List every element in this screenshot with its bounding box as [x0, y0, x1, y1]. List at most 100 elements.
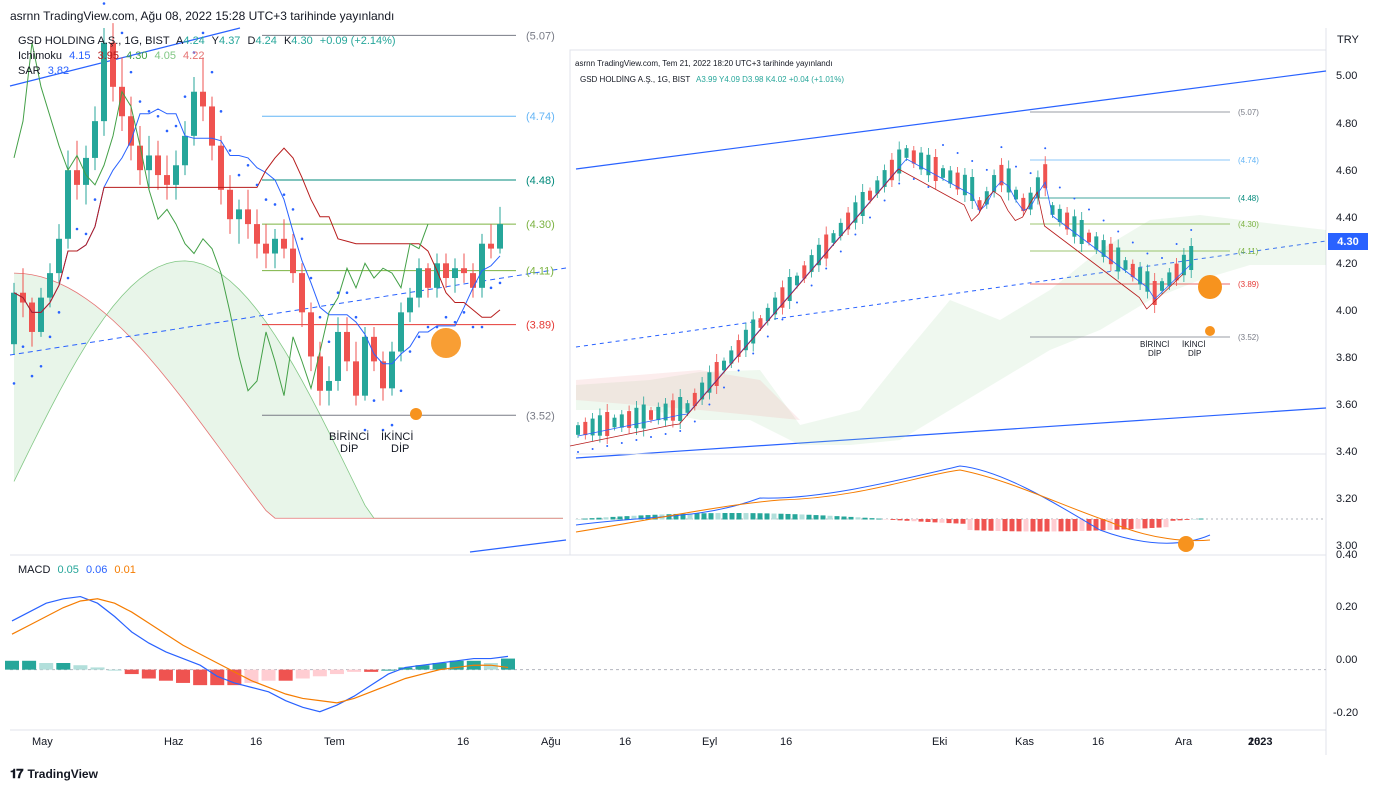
- time-tick-label: Tem: [324, 736, 345, 748]
- price-tick-label: 4.80: [1336, 118, 1358, 130]
- candle-body: [83, 157, 89, 185]
- candle-body: [263, 243, 269, 254]
- inset-candle: [1101, 240, 1106, 257]
- inset-sar-dot: [1044, 147, 1047, 150]
- annotation-second-dip: İKİNCİ: [381, 430, 413, 443]
- inset-sar-dot: [912, 178, 915, 180]
- inset-candle: [970, 177, 975, 201]
- candle-body: [11, 292, 17, 345]
- macd-histogram-bar: [39, 663, 54, 670]
- inset-sar-dot: [927, 186, 930, 188]
- inset-candle: [773, 297, 778, 315]
- inset-candle: [685, 403, 690, 413]
- inset-frame: [569, 49, 1327, 556]
- macd-histogram-bar: [381, 669, 396, 671]
- inset-macd-bar: [1100, 519, 1106, 531]
- inset-candle: [802, 265, 807, 279]
- inset-sar-dot: [1117, 230, 1120, 233]
- tradingview-brand[interactable]: 𝟏𝟕 TradingView: [10, 766, 98, 781]
- inset-legend: GSD HOLDİNG A.Ş., 1G, BIST A3.99 Y4.09 D…: [580, 72, 848, 87]
- sar-dot: [363, 428, 367, 432]
- time-tick-label: Haz: [164, 736, 184, 748]
- inset-candle: [838, 222, 843, 237]
- annotation-first-dip-2: DİP: [340, 442, 358, 455]
- time-tick-label: May: [32, 736, 53, 748]
- sar-dot: [426, 325, 430, 329]
- macd-histogram-bar: [141, 669, 156, 679]
- macd-histogram-bar: [210, 669, 225, 686]
- inset-macd-bar: [750, 513, 756, 520]
- symbol-label[interactable]: GSD HOLDING A.Ş., 1G, BIST: [18, 35, 170, 47]
- inset-sar-dot: [1146, 252, 1149, 255]
- time-tick-label: Eyl: [702, 736, 718, 748]
- sar-label[interactable]: SAR: [18, 65, 41, 77]
- inset-sar-dot: [650, 436, 652, 438]
- inset-candle: [1035, 177, 1040, 198]
- macd-histogram-bar: [56, 663, 71, 670]
- sar-dot: [210, 70, 214, 74]
- candle-body: [29, 302, 35, 332]
- ichimoku-label[interactable]: Ichimoku: [18, 50, 63, 62]
- inset-candle: [933, 157, 938, 181]
- inset-candle: [1160, 281, 1164, 291]
- candle-body: [173, 165, 179, 185]
- inset-sar-dot: [825, 267, 828, 270]
- inset-candle: [656, 406, 661, 421]
- inset-macd-bar: [1086, 519, 1092, 531]
- macd-label[interactable]: MACD: [18, 564, 51, 576]
- inset-sar-dot: [723, 386, 725, 389]
- inset-sar-dot: [635, 439, 638, 441]
- candle-body: [236, 209, 242, 220]
- sar-dot: [84, 232, 88, 236]
- inset-sar-dot: [737, 369, 740, 372]
- inset-sar-dot: [1029, 172, 1032, 175]
- inset-macd-bar: [1093, 519, 1099, 531]
- inset-sar-dot: [839, 250, 842, 253]
- inset-candle: [736, 340, 741, 357]
- candle-body: [56, 238, 62, 274]
- inset-macd-bar: [1114, 519, 1120, 530]
- inset-sar-dot: [679, 430, 682, 432]
- inset-macd-bar: [967, 519, 973, 531]
- inset-macd-bar: [1191, 518, 1197, 520]
- sar-dot: [498, 281, 502, 285]
- inset-macd-bar: [883, 519, 889, 520]
- macd-histogram-bar: [312, 669, 327, 677]
- fib-label-4: (4.11): [526, 266, 554, 278]
- sar-dot: [444, 315, 448, 319]
- macd-histogram-bar: [261, 669, 276, 681]
- inset-macd-bar: [876, 518, 882, 520]
- candle-body: [308, 312, 314, 357]
- inset-macd-bar: [869, 518, 875, 520]
- candle-body: [389, 351, 395, 389]
- ohlc-high: Y4.37: [211, 35, 241, 47]
- candle-body: [92, 121, 98, 158]
- inset-candle: [1065, 212, 1070, 230]
- inset-macd-bar: [1030, 519, 1036, 532]
- inset-candle: [948, 170, 953, 184]
- inset-candle: [780, 287, 785, 308]
- time-tick-label: 16: [780, 736, 793, 748]
- candle-body: [362, 336, 368, 396]
- inset-macd-bar: [953, 519, 959, 524]
- kijun-line: [13, 147, 501, 318]
- ohlc-low: D4.24: [247, 35, 277, 47]
- inset-sar-dot: [693, 420, 696, 423]
- sar-value: 3.82: [47, 65, 70, 77]
- inset-macd-bar: [813, 515, 819, 520]
- inset-candle: [875, 180, 880, 194]
- inset-macd-bar: [638, 515, 644, 520]
- inset-candle: [678, 397, 683, 421]
- sar-dot: [399, 389, 403, 393]
- ichimoku-tenkan: 4.15: [69, 50, 91, 62]
- ichimoku-kijun: 3.95: [97, 50, 119, 62]
- inset-macd-bar: [603, 517, 609, 520]
- candle-body: [425, 268, 431, 288]
- candle-body: [281, 238, 287, 249]
- inset-macd-bar: [911, 519, 917, 522]
- macd-histogram-bar: [244, 669, 259, 683]
- sar-dot: [219, 110, 223, 113]
- publish-header: asrnn TradingView.com, Ağu 08, 2022 15:2…: [10, 9, 395, 23]
- sar-dot: [381, 428, 385, 432]
